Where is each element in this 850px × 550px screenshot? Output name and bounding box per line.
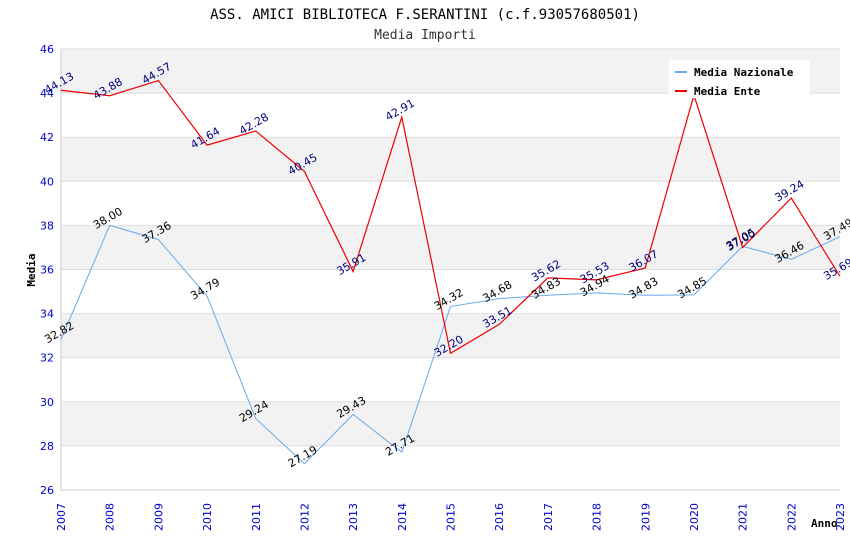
y-tick-label: 26	[40, 484, 54, 497]
y-tick-label: 42	[40, 131, 54, 144]
y-axis-ticks: 26 28 30 32 34 36 38 40 42 44 46	[40, 43, 54, 497]
chart-subtitle: Media Importi	[374, 28, 476, 43]
x-tick-label: 2023	[834, 503, 847, 531]
x-tick-label: 2019	[639, 503, 652, 531]
legend-label: Media Ente	[694, 85, 761, 98]
y-tick-label: 30	[40, 396, 54, 409]
x-tick-label: 2012	[298, 503, 311, 531]
grid-band	[61, 93, 840, 138]
y-tick-label: 38	[40, 219, 54, 232]
x-tick-label: 2013	[347, 503, 360, 531]
grid-band	[61, 445, 840, 490]
y-tick-label: 34	[40, 308, 54, 321]
x-tick-label: 2009	[152, 503, 165, 531]
legend-box	[669, 60, 810, 98]
x-tick-label: 2022	[785, 503, 798, 531]
grid-band	[61, 357, 840, 402]
x-axis-ticks: 2007 2008 2009 2010 2011 2012 2013 2014 2015 2016…	[55, 503, 847, 531]
grid-band	[61, 225, 840, 270]
x-tick-label: 2017	[542, 503, 555, 531]
chart-title: ASS. AMICI BIBLIOTECA F.SERANTINI (c.f.9…	[210, 7, 640, 23]
x-tick-label: 2020	[688, 503, 701, 531]
y-tick-label: 40	[40, 175, 54, 188]
y-tick-label: 44	[40, 87, 54, 100]
series-lines	[60, 79, 841, 465]
x-tick-label: 2014	[396, 503, 409, 531]
series-line-media-ente	[60, 79, 841, 355]
y-axis-label: Media	[25, 253, 38, 286]
grid-band	[61, 137, 840, 182]
legend-label: Media Nazionale	[694, 66, 794, 79]
y-tick-label: 36	[40, 264, 54, 277]
x-tick-label: 2007	[55, 503, 68, 531]
x-tick-label: 2011	[250, 503, 263, 531]
grid-band	[61, 181, 840, 226]
x-tick-label: 2016	[493, 503, 506, 531]
y-tick-label: 28	[40, 440, 54, 453]
x-axis-label: Anno	[811, 517, 838, 530]
y-tick-label: 32	[40, 352, 54, 365]
x-tick-label: 2008	[104, 503, 117, 531]
series-line-media-nazionale	[60, 224, 841, 465]
x-tick-label: 2018	[591, 503, 604, 531]
legend: Media Nazionale Media Ente	[669, 60, 810, 98]
x-tick-label: 2021	[737, 503, 750, 531]
x-tick-label: 2010	[201, 503, 214, 531]
grid-lines	[60, 48, 840, 491]
grid-band	[61, 401, 840, 446]
y-tick-label: 46	[40, 43, 54, 56]
x-tick-label: 2015	[445, 503, 458, 531]
